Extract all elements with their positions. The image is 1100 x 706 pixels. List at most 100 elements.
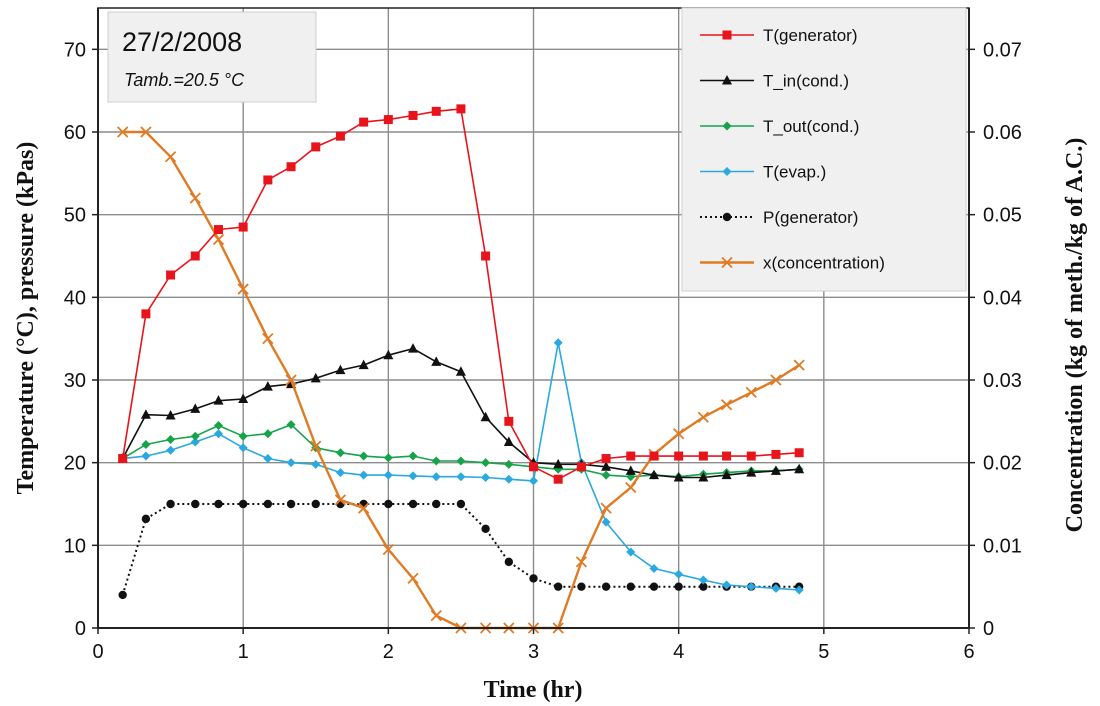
data-point [359,451,369,461]
data-point [481,473,491,483]
data-point [601,517,611,527]
data-point [335,468,345,478]
data-point [674,582,683,591]
data-point [213,420,223,430]
x-axis-title: Time (hr) [484,677,583,703]
data-point [310,372,321,383]
legend-label: T(generator) [763,26,857,45]
y-tick-label: 0 [75,618,86,640]
data-point [746,582,756,592]
data-point-stroke [164,151,177,163]
y-tick-label: 40 [64,287,86,309]
data-point [746,451,756,461]
data-point [238,222,248,232]
data-point [214,499,223,509]
data-point [286,420,296,430]
data-point [504,557,514,567]
x-tick-label: 5 [818,641,829,663]
data-point-stroke [697,411,709,423]
data-point [771,583,781,593]
data-point [238,393,249,404]
data-point [430,609,442,622]
data-point [649,582,659,591]
legend-item-t-evap: T(evap.) [700,163,826,182]
data-point [601,582,611,591]
legend-marker [721,256,733,269]
data-point [237,283,249,295]
data-point [286,162,296,172]
data-point [359,117,369,127]
data-point [117,126,129,138]
legend-item-x-concentration: x(concentration) [700,254,885,273]
legend-marker-stroke [721,256,733,269]
y2-tick-label: 0.03 [983,370,1022,392]
data-point [311,459,321,469]
data-point [408,343,419,353]
y2-tick-label: 0.06 [983,122,1022,144]
data-point [698,451,708,461]
data-point-stroke [770,374,782,386]
y-tick-label: 50 [64,205,86,227]
data-point [166,270,176,280]
data-point [625,465,636,475]
data-point [238,443,248,453]
data-point-stroke [212,233,225,246]
data-point [601,461,612,471]
legend-marker [722,30,732,40]
data-point [431,456,441,466]
data-point [455,366,466,376]
legend-label: T(evap.) [763,163,826,182]
data-point [334,494,347,506]
data-point [189,192,201,204]
data-point [213,225,223,235]
data-point [504,459,514,469]
data-point [141,309,151,319]
legend-marker [722,121,732,131]
data-point [141,439,151,449]
data-point [286,499,296,509]
data-point [118,590,127,600]
data-point [674,569,684,579]
data-point [190,251,200,261]
data-point [553,338,563,348]
legend-label: x(concentration) [763,254,885,273]
legend-item-t-generator: T(generator) [700,26,857,45]
data-point [384,499,393,509]
legend-item-t-out-cond: T_out(cond.) [700,117,859,136]
data-point [794,448,804,458]
data-point [771,449,781,459]
data-point [335,131,345,141]
data-point-stroke [430,609,442,622]
data-point-stroke [310,440,322,452]
data-point [456,499,466,509]
data-point [481,251,491,261]
data-point [408,471,418,481]
data-point [263,429,273,439]
data-point-stroke [600,502,612,514]
data-point [407,572,419,585]
data-point [190,431,200,441]
data-point-stroke [334,494,347,506]
data-point [649,563,659,573]
y2-tick-label: 0.05 [983,205,1022,227]
data-point [431,472,441,482]
data-point [503,436,514,446]
data-point [649,451,659,461]
data-point [408,451,418,461]
data-point [166,445,176,455]
x-tick-label: 6 [963,641,974,663]
data-point [335,448,345,458]
series-layer [117,104,805,634]
legend-items: T(generator) T_in(cond.) T_out(cond.) T(eva… [700,26,885,273]
data-point-stroke [262,333,274,345]
data-point [383,453,393,463]
data-point [699,582,708,591]
data-point [141,451,151,461]
data-point [166,499,175,509]
data-point [212,233,225,246]
y-axis-title: Temperature (°C), pressure (kPas) [13,142,39,495]
data-point-stroke [745,386,757,399]
data-point [793,359,805,371]
data-point [431,356,442,366]
data-point [600,502,612,514]
